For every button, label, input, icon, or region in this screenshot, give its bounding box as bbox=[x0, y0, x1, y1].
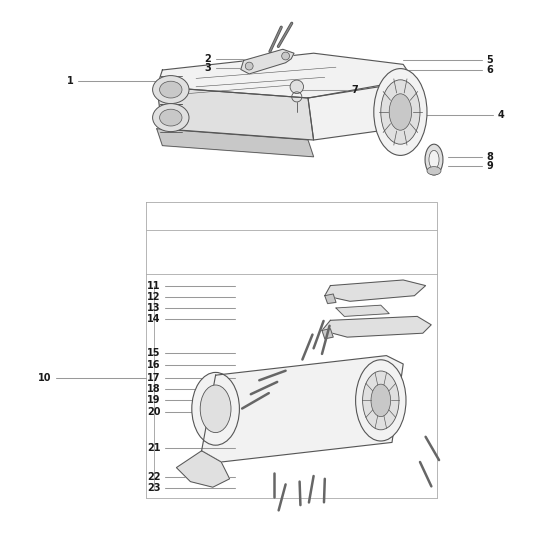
Circle shape bbox=[290, 80, 304, 94]
Text: 7: 7 bbox=[352, 85, 358, 95]
Ellipse shape bbox=[160, 109, 182, 126]
Text: 20: 20 bbox=[147, 407, 161, 417]
Ellipse shape bbox=[192, 372, 240, 445]
Polygon shape bbox=[241, 49, 294, 74]
Text: 15: 15 bbox=[147, 348, 161, 358]
Text: 10: 10 bbox=[38, 373, 52, 383]
Ellipse shape bbox=[152, 104, 189, 132]
Ellipse shape bbox=[427, 167, 441, 175]
Text: 6: 6 bbox=[486, 65, 493, 75]
Polygon shape bbox=[336, 305, 389, 316]
Ellipse shape bbox=[160, 81, 182, 98]
Text: 8: 8 bbox=[486, 152, 493, 162]
Text: 2: 2 bbox=[204, 54, 211, 64]
Polygon shape bbox=[325, 280, 426, 301]
Text: 21: 21 bbox=[147, 443, 161, 453]
Ellipse shape bbox=[356, 360, 406, 441]
Polygon shape bbox=[157, 53, 414, 98]
Polygon shape bbox=[176, 451, 230, 487]
Polygon shape bbox=[157, 129, 314, 157]
Ellipse shape bbox=[374, 69, 427, 156]
Ellipse shape bbox=[152, 76, 189, 104]
Text: 14: 14 bbox=[147, 314, 161, 324]
Polygon shape bbox=[322, 316, 431, 337]
Text: 13: 13 bbox=[147, 303, 161, 313]
Text: 11: 11 bbox=[147, 281, 161, 291]
Polygon shape bbox=[325, 294, 336, 304]
Text: 17: 17 bbox=[147, 373, 161, 383]
Text: 5: 5 bbox=[486, 55, 493, 66]
Text: 12: 12 bbox=[147, 292, 161, 302]
Text: 23: 23 bbox=[147, 483, 161, 493]
Ellipse shape bbox=[389, 94, 412, 130]
Polygon shape bbox=[322, 329, 333, 339]
Ellipse shape bbox=[363, 371, 399, 430]
Circle shape bbox=[282, 52, 290, 60]
Text: 4: 4 bbox=[497, 110, 504, 120]
Text: 22: 22 bbox=[147, 472, 161, 482]
Text: 1: 1 bbox=[67, 76, 74, 86]
Ellipse shape bbox=[371, 384, 391, 417]
Text: 9: 9 bbox=[486, 161, 493, 171]
Ellipse shape bbox=[429, 151, 439, 169]
Text: 3: 3 bbox=[204, 63, 211, 73]
Ellipse shape bbox=[381, 80, 420, 144]
Polygon shape bbox=[308, 81, 414, 140]
Text: 16: 16 bbox=[147, 360, 161, 370]
Polygon shape bbox=[202, 356, 403, 462]
Ellipse shape bbox=[425, 144, 443, 175]
Text: 18: 18 bbox=[147, 384, 161, 394]
Text: 19: 19 bbox=[147, 395, 161, 405]
Polygon shape bbox=[157, 87, 314, 140]
Circle shape bbox=[245, 62, 253, 70]
Ellipse shape bbox=[200, 385, 231, 433]
